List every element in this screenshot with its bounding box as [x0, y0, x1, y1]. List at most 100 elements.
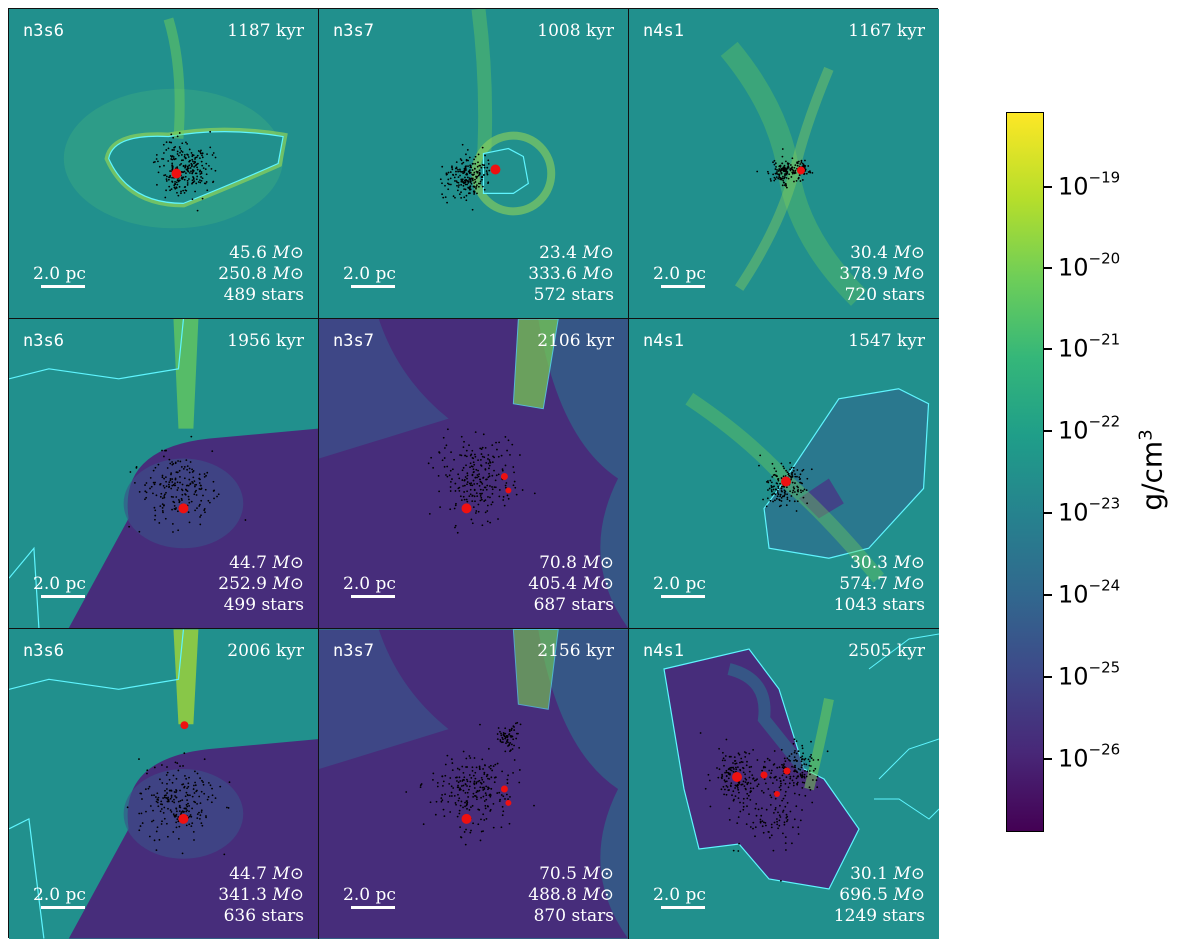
- star-dot: [770, 179, 772, 182]
- star-dot: [797, 490, 799, 493]
- star-dot: [195, 156, 198, 159]
- star-dot: [752, 827, 754, 830]
- star-dot: [175, 496, 178, 498]
- star-dot: [190, 500, 193, 503]
- star-dot: [225, 806, 228, 809]
- star-dot: [725, 769, 728, 772]
- star-dot: [784, 794, 787, 797]
- star-dot: [782, 764, 785, 767]
- star-dot: [460, 785, 463, 787]
- star-dot: [180, 812, 183, 815]
- star-dot: [784, 493, 786, 495]
- star-dot: [789, 468, 791, 471]
- star-dot: [161, 820, 163, 823]
- star-dot: [186, 787, 189, 790]
- star-dot: [490, 503, 493, 506]
- star-dot: [736, 783, 739, 786]
- star-dot: [799, 473, 802, 476]
- star-dot: [779, 788, 782, 791]
- star-dot: [741, 761, 744, 763]
- star-dot: [794, 764, 796, 767]
- star-dot: [478, 765, 481, 768]
- star-dot: [469, 185, 471, 188]
- star-dot: [793, 756, 796, 758]
- star-dot: [153, 839, 156, 842]
- star-dot: [794, 164, 797, 166]
- star-dot: [453, 507, 456, 510]
- star-dot: [755, 803, 758, 805]
- star-dot: [763, 760, 766, 763]
- star-dot: [794, 475, 797, 478]
- star-dot: [149, 476, 152, 479]
- star-dot: [194, 190, 196, 193]
- star-dot: [502, 495, 505, 498]
- star-dot: [201, 197, 204, 200]
- star-dot: [219, 785, 222, 788]
- star-dot: [788, 759, 790, 761]
- star-dot: [804, 159, 806, 162]
- star-dot: [170, 495, 173, 498]
- star-dot: [809, 170, 811, 173]
- star-dot: [449, 486, 452, 488]
- star-dot: [488, 778, 491, 780]
- star-dot: [176, 179, 179, 181]
- star-count: 1249 stars: [833, 906, 925, 926]
- star-dot: [465, 173, 468, 176]
- star-dot: [512, 738, 515, 741]
- star-dot: [796, 164, 799, 167]
- star-dot: [198, 795, 201, 798]
- star-dot: [466, 481, 469, 483]
- star-dot: [511, 443, 514, 446]
- star-dot: [803, 775, 806, 778]
- star-dot: [465, 766, 467, 768]
- star-dot: [805, 172, 808, 175]
- star-dot: [782, 170, 785, 172]
- star-dot: [723, 764, 725, 767]
- star-dot: [206, 798, 209, 801]
- star-dot: [204, 182, 207, 185]
- star-dot: [810, 468, 813, 471]
- panel-stats: 23.4 M⊙ 333.6 M⊙ 572 stars: [528, 243, 614, 306]
- star-dot: [717, 776, 720, 779]
- mass-2: 488.8: [528, 885, 577, 905]
- star-dot: [477, 174, 480, 177]
- star-dot: [450, 758, 453, 761]
- star-dot: [785, 776, 788, 778]
- star-dot: [780, 172, 783, 175]
- star-dot: [155, 158, 158, 160]
- star-dot: [485, 170, 488, 172]
- star-dot: [803, 488, 806, 491]
- star-dot: [801, 747, 804, 750]
- star-dot: [802, 163, 805, 166]
- star-dot: [162, 484, 165, 487]
- star-dot: [187, 802, 189, 805]
- star-dot: [480, 776, 483, 779]
- star-dot: [468, 482, 471, 485]
- star-dot: [457, 473, 460, 476]
- star-dot: [184, 775, 186, 777]
- star-dot: [804, 794, 807, 797]
- star-dot: [465, 194, 468, 197]
- star-dot: [482, 781, 485, 783]
- star-dot: [723, 779, 726, 782]
- star-dot: [772, 488, 775, 491]
- star-dot: [505, 793, 508, 796]
- star-dot: [485, 817, 488, 820]
- star-dot: [499, 740, 502, 743]
- star-dot: [784, 174, 786, 177]
- star-dot: [190, 165, 193, 168]
- star-dot: [469, 780, 472, 783]
- star-dot: [765, 824, 767, 827]
- star-dot: [778, 824, 781, 827]
- star-dot: [454, 167, 457, 170]
- star-dot: [443, 815, 446, 817]
- star-dot: [464, 165, 467, 168]
- star-dot: [502, 741, 504, 744]
- star-dot: [784, 160, 787, 163]
- star-dot: [513, 729, 516, 731]
- star-dot: [786, 815, 789, 818]
- star-dot: [446, 201, 448, 204]
- star-dot: [488, 475, 491, 478]
- star-dot: [486, 773, 489, 776]
- mass-unit: M⊙: [893, 864, 925, 884]
